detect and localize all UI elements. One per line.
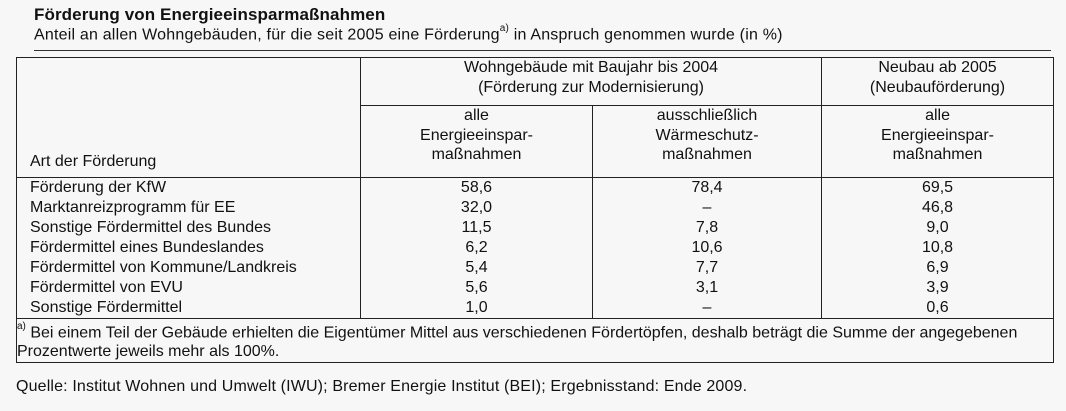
cell-a: 58,6 [360,177,593,198]
subtitle-text: Anteil an allen Wohngebäuden, für die se… [34,26,500,44]
header-group-existing-line1: Wohngebäude mit Baujahr bis 2004 [463,59,719,76]
header-col-b-line: ausschließlich [656,107,758,124]
footnote-text: Bei einem Teil der Gebäude erhielten die… [17,323,1018,361]
row-label: Förderung der KfW [16,177,361,198]
cell-b: – [592,197,823,218]
cell-b: 10,6 [592,237,823,258]
header-col-c: alle Energieeinspar- maßnahmen [821,105,1055,178]
table-row: Sonstige Fördermittel 1,0 – 0,6 [16,297,1055,319]
cell-c: 3,9 [821,277,1055,298]
table-header-row-groups: Wohngebäude mit Baujahr bis 2004 (Förder… [16,57,1055,106]
cell-a: 5,6 [360,277,593,298]
header-col-c-line: maßnahmen [892,146,983,163]
table-header-row-columns: Art der Förderung alle Energieeinspar- m… [16,105,1055,178]
row-label: Marktanreizprogramm für EE [16,197,361,218]
table-row: Sonstige Fördermittel des Bundes 11,5 7,… [16,217,1055,238]
table-row: Fördermittel von Kommune/Landkreis 5,4 7… [16,257,1055,278]
page-title: Förderung von Energieeinsparmaßnahmen [34,5,386,24]
header-col-a: alle Energieeinspar- maßnahmen [360,105,593,178]
cell-c: 10,8 [821,237,1055,258]
cell-a: 5,4 [360,257,593,278]
table-footnote-row: a) Bei einem Teil der Gebäude erhielten … [15,318,1055,363]
table-row: Förderung der KfW 58,6 78,4 69,5 [16,177,1055,198]
row-label: Fördermittel eines Bundeslandes [16,237,361,258]
subtitle: Anteil an allen Wohngebäuden, für die se… [34,23,783,44]
row-label: Fördermittel von EVU [16,277,361,298]
cell-a: 11,5 [360,217,593,238]
header-empty-cell [16,57,361,106]
cell-c: 9,0 [821,217,1055,238]
row-label: Fördermittel von Kommune/Landkreis [16,257,361,278]
header-col-a-line: Energieeinspar- [420,126,533,144]
table-row: Fördermittel eines Bundeslandes 6,2 10,6… [16,237,1055,258]
footnote: a) Bei einem Teil der Gebäude erhielten … [15,318,1055,363]
row-label: Sonstige Fördermittel [16,297,361,319]
title-divider [34,50,1051,51]
cell-b: 78,4 [592,177,823,198]
cell-c: 6,9 [821,257,1055,278]
data-table: Wohngebäude mit Baujahr bis 2004 (Förder… [15,57,1055,363]
header-group-existing-line2: (Förderung zur Modernisierung) [478,78,704,96]
header-group-existing: Wohngebäude mit Baujahr bis 2004 (Förder… [360,57,823,106]
row-label: Sonstige Fördermittel des Bundes [16,217,361,238]
header-col-b: ausschließlich Wärmeschutz- maßnahmen [592,105,823,178]
footnote-mark: a) [17,320,26,332]
subtitle-text-after: in Anspruch genommen wurde (in %) [509,26,783,44]
cell-a: 32,0 [360,197,593,218]
header-group-new-line1: Neubau ab 2005 [878,59,997,76]
cell-b: 3,1 [592,277,823,298]
header-col-c-line: alle [925,107,950,124]
table-row: Fördermittel von EVU 5,6 3,1 3,9 [16,277,1055,298]
cell-b: 7,8 [592,217,823,238]
cell-a: 6,2 [360,237,593,258]
cell-c: 46,8 [821,197,1055,218]
cell-b: 7,7 [592,257,823,278]
header-col-a-line: maßnahmen [431,146,522,163]
subtitle-footnote-mark: a) [499,23,510,34]
header-col-b-line: Wärmeschutz- [655,126,759,144]
cell-c: 0,6 [821,297,1055,319]
header-col-b-line: maßnahmen [662,146,752,163]
header-group-new-line2: (Neubauförderung) [869,78,1006,96]
source-note: Quelle: Institut Wohnen und Umwelt (IWU)… [16,378,748,395]
cell-b: – [592,297,823,319]
header-col-c-line: Energieeinspar- [881,126,994,144]
header-col-a-line: alle [464,107,489,124]
cell-a: 1,0 [360,297,593,319]
header-col-label: Art der Förderung [16,105,361,178]
cell-c: 69,5 [821,177,1055,198]
header-group-new: Neubau ab 2005 (Neubauförderung) [821,57,1055,106]
table-row: Marktanreizprogramm für EE 32,0 – 46,8 [16,197,1055,218]
